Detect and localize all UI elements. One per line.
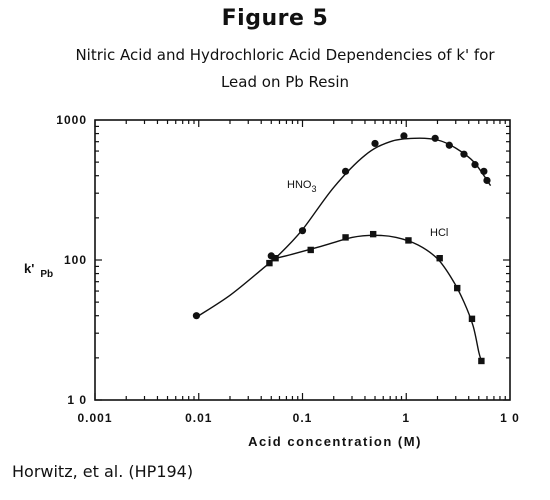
data-point-hno3 <box>431 134 439 142</box>
data-point-hcl <box>272 255 279 262</box>
y-tick-label: 1000 <box>56 113 87 127</box>
data-point-hno3 <box>483 176 491 185</box>
data-point-hcl <box>369 230 377 238</box>
data-point-hno3 <box>445 141 453 149</box>
data-point-hcl <box>454 284 461 292</box>
data-point-hno3 <box>480 167 488 175</box>
data-point-hcl <box>307 246 314 254</box>
x-tick-label: 1 <box>402 411 410 425</box>
data-point-hcl <box>342 234 349 241</box>
data-point-hno3 <box>471 161 479 169</box>
series-label-hno3-sub: 3 <box>311 184 316 194</box>
fit-curve-hcl <box>271 234 483 362</box>
data-point-hcl <box>405 237 412 244</box>
data-point-hno3 <box>298 227 307 235</box>
figure-subtitle: Nitric Acid and Hydrochloric Acid Depend… <box>20 42 550 96</box>
y-axis-label-main: k' <box>24 261 34 276</box>
fit-curves <box>198 137 492 362</box>
data-point-hcl <box>478 357 485 365</box>
data-point-hno3 <box>460 150 468 158</box>
data-markers <box>192 132 491 365</box>
series-label-hcl: HCl <box>430 227 448 239</box>
x-tick-label: 0.01 <box>185 411 212 425</box>
y-tick-label: 1 0 <box>67 393 87 407</box>
data-point-hno3 <box>192 312 201 320</box>
figure-title: Figure 5 <box>221 6 329 31</box>
y-axis-label: k' Pb <box>24 261 53 280</box>
fit-curve-hno3 <box>198 137 492 317</box>
axes-layer: 0.001 0.01 0.1 1 1 0 1 0 100 1000 <box>56 113 520 425</box>
credit-line: Horwitz, et al. (HP194) <box>12 462 194 481</box>
series-label-hno3-main: HNO <box>287 179 312 191</box>
subtitle-line-1: Nitric Acid and Hydrochloric Acid Depend… <box>75 46 495 64</box>
subtitle-line-2: Lead on Pb Resin <box>220 73 350 91</box>
data-point-hcl <box>436 255 443 262</box>
plot-frame <box>94 119 511 401</box>
data-point-hno3 <box>400 132 408 140</box>
x-tick-label: 0.001 <box>77 411 112 425</box>
data-point-hno3 <box>341 167 350 175</box>
y-tick-label: 100 <box>64 253 87 267</box>
series-label-hno3: HNO3 <box>287 179 316 194</box>
y-axis-label-sub: Pb <box>40 269 53 280</box>
x-tick-label: 1 0 <box>500 411 520 425</box>
data-point-hcl <box>468 315 476 323</box>
data-point-hno3 <box>371 139 379 148</box>
x-axis-label: Acid concentration (M) <box>248 434 422 449</box>
x-tick-label: 0.1 <box>293 411 313 425</box>
data-point-hcl <box>266 259 273 267</box>
